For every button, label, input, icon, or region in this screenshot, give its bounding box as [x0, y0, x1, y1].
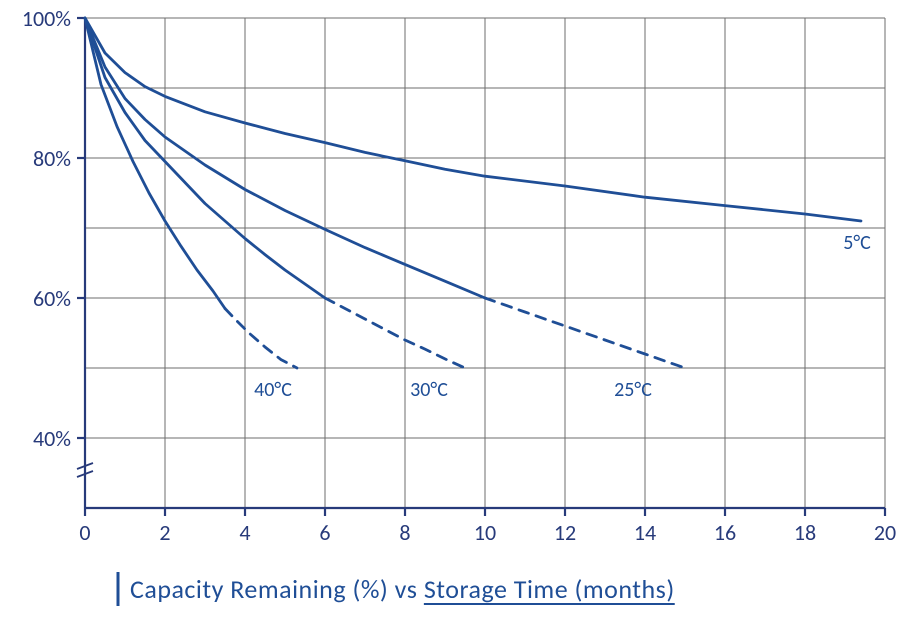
chart-caption: Capacity Remaining (%) vs Storage Time (… — [130, 573, 675, 605]
caption-prefix: Capacity Remaining (%) vs — [130, 573, 424, 605]
x-tick-label: 16 — [714, 519, 736, 546]
x-tick-label: 2 — [159, 519, 170, 546]
y-tick-label: 100% — [22, 5, 71, 32]
capacity-vs-storage-chart: 0 2 4 6 8 10 12 14 16 18 20 40% 60% 80% 100% 5°C 25°C 30°… — [0, 0, 915, 624]
x-tick-label: 12 — [554, 519, 576, 546]
x-tick-label: 14 — [634, 519, 656, 546]
x-tick-label: 10 — [474, 519, 496, 546]
y-tick-label: 60% — [33, 285, 71, 312]
x-tick-label: 20 — [874, 519, 896, 546]
y-tick-label: 80% — [33, 145, 71, 172]
y-tick-label: 40% — [33, 425, 71, 452]
x-tick-label: 4 — [239, 519, 250, 546]
caption-underlined: Storage Time (months) — [424, 573, 675, 605]
series-label-25C: 25°C — [614, 378, 652, 402]
x-tick-label: 6 — [319, 519, 330, 546]
x-tick-label: 8 — [399, 519, 410, 546]
series-label-30C: 30°C — [410, 378, 448, 402]
x-tick-label: 18 — [794, 519, 816, 546]
x-tick-label: 0 — [79, 519, 90, 546]
series-label-40C: 40°C — [254, 378, 292, 402]
chart-container: 0 2 4 6 8 10 12 14 16 18 20 40% 60% 80% 100% 5°C 25°C 30°… — [0, 0, 915, 624]
series-label-5C: 5°C — [843, 231, 871, 255]
chart-bg — [0, 0, 915, 624]
